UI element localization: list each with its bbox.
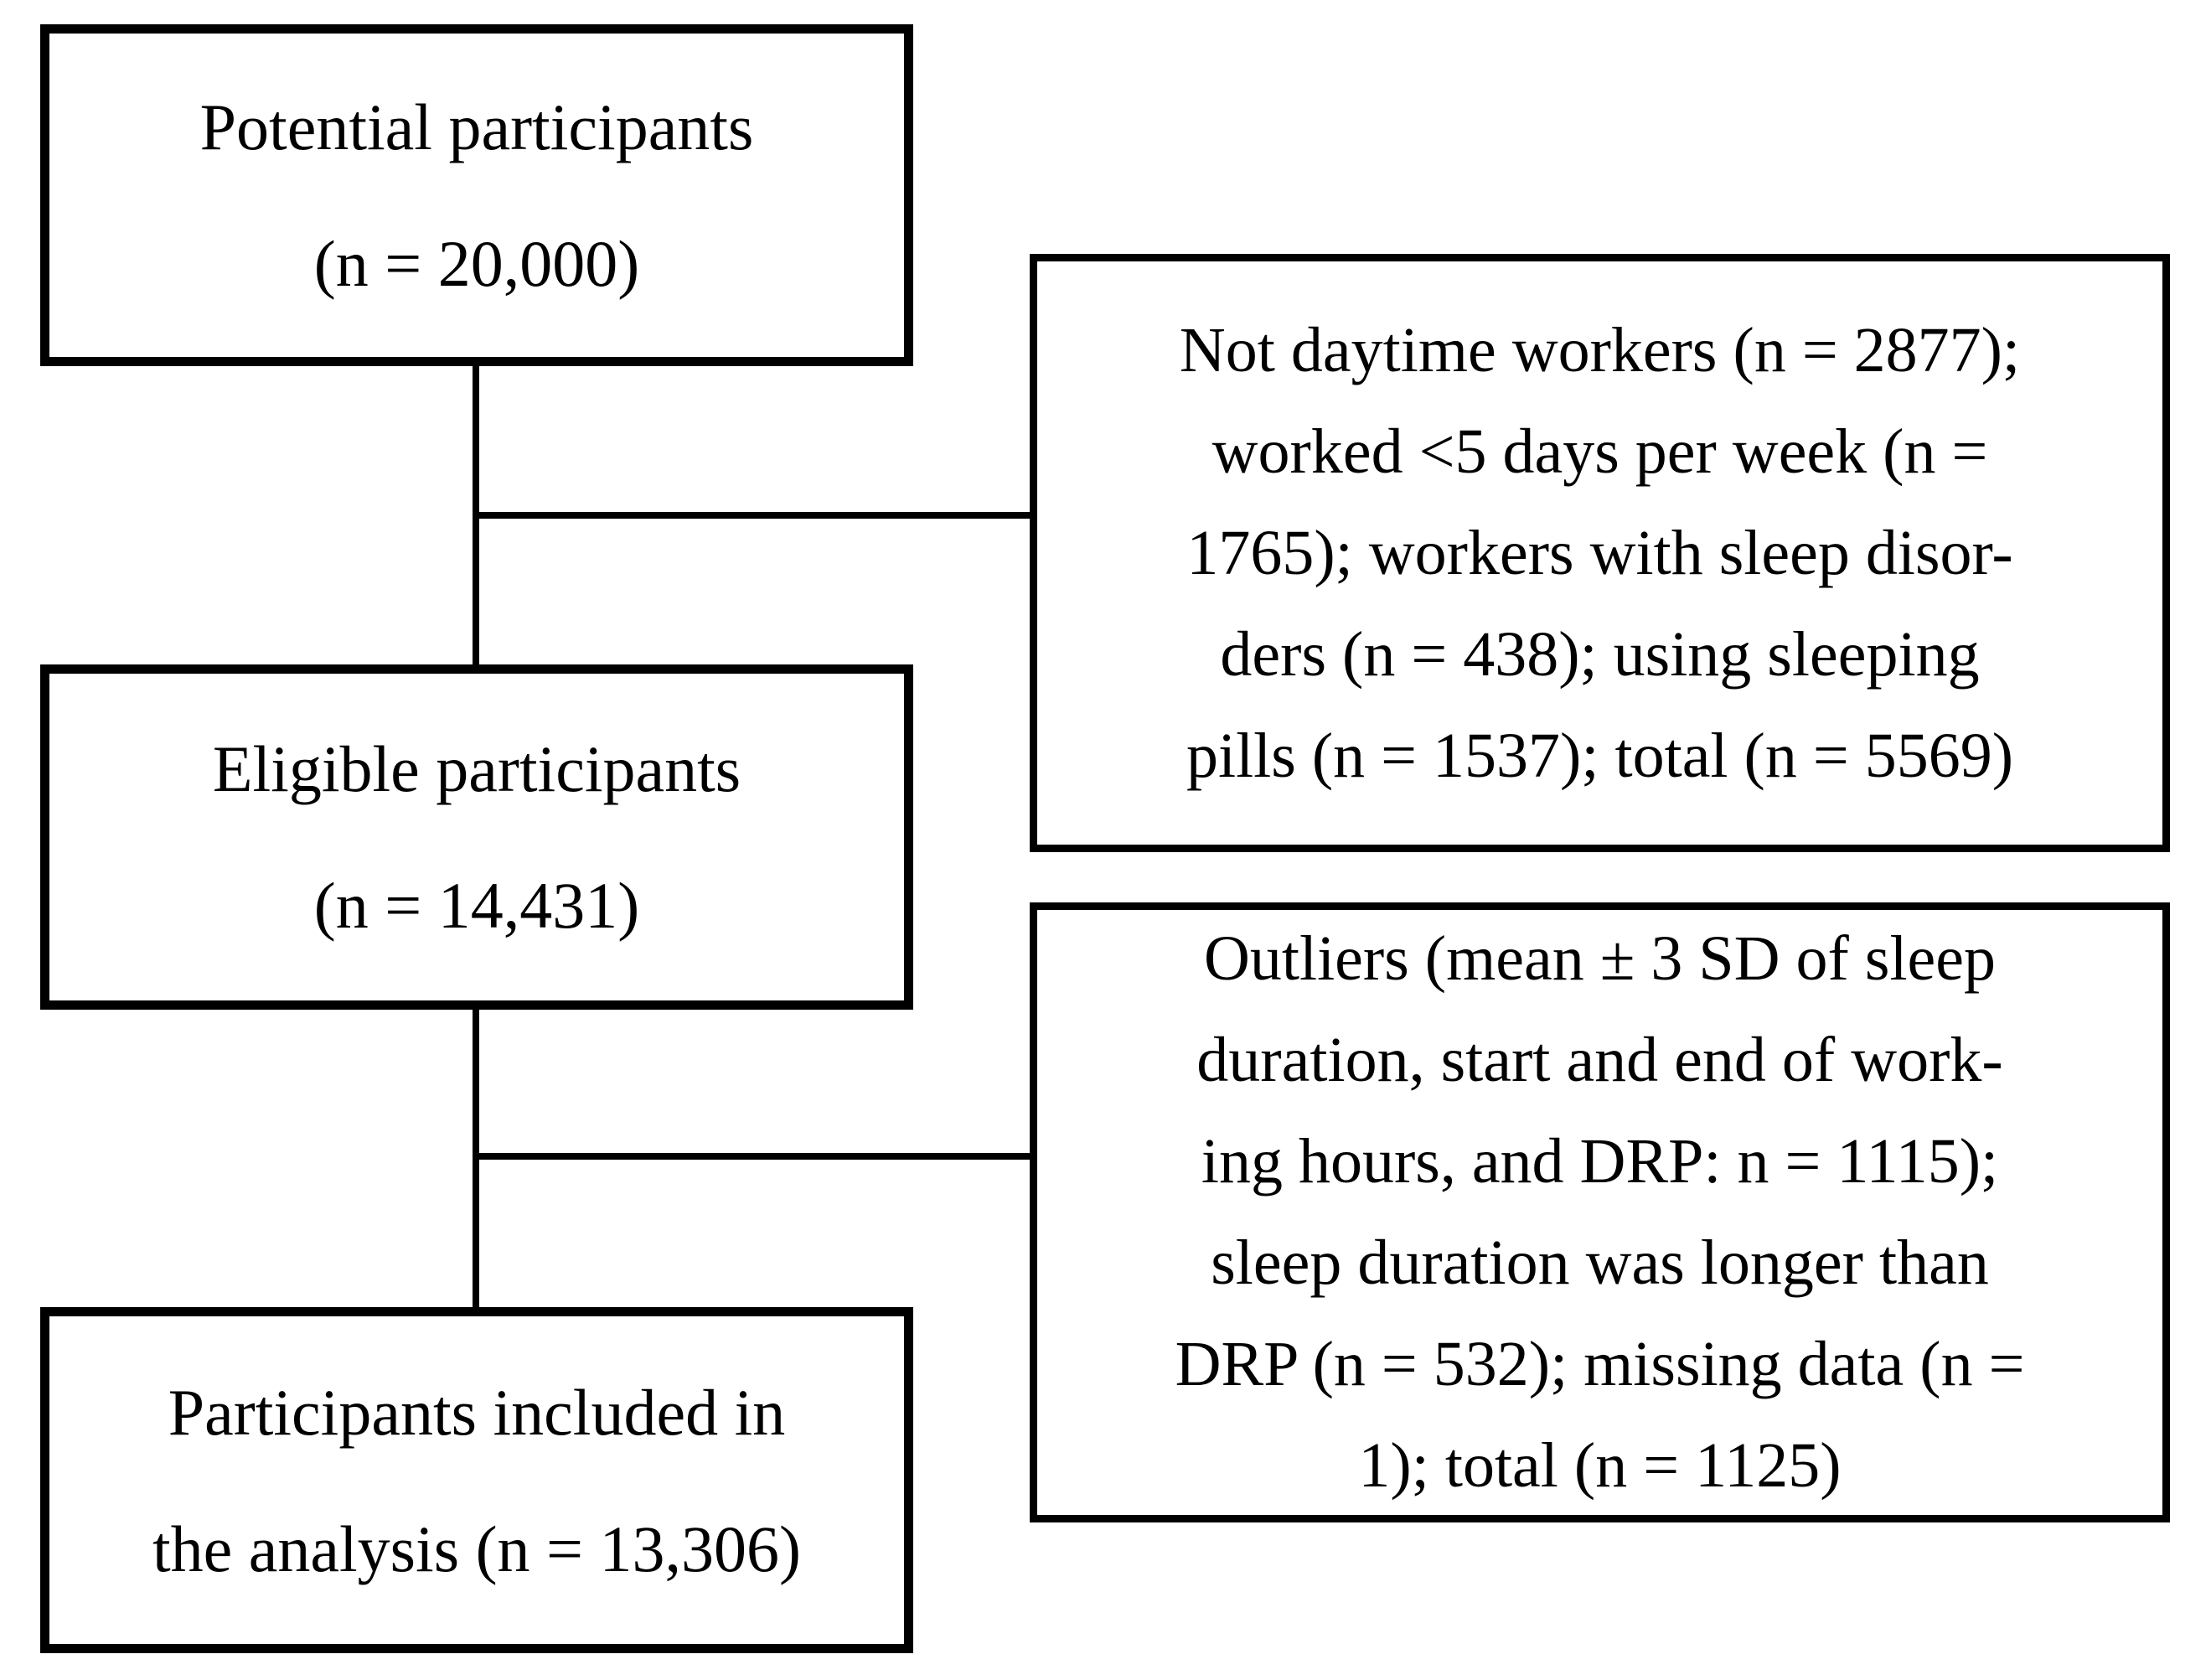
connector-line-eligible-to-included [473, 1010, 479, 1310]
box-exclusion-criteria-1: Not daytime workers (n = 2877); worked <… [1030, 254, 2170, 852]
branch-line-to-exclusion-1 [473, 512, 1030, 519]
box-text-line: the analysis (n = 13,306) [152, 1512, 802, 1585]
box-text-line: 1); total (n = 1125) [1358, 1430, 1842, 1501]
box-text-line: DRP (n = 532); missing data (n = [1175, 1329, 2025, 1399]
box-text-line: (n = 20,000) [313, 227, 640, 300]
box-exclusion-criteria-2: Outliers (mean ± 3 SD of sleep duration,… [1030, 902, 2170, 1522]
box-text-line: 1765); workers with sleep disor- [1186, 517, 2013, 588]
box-text-line: Participants included in [168, 1375, 786, 1449]
box-text-line: ders (n = 438); using sleeping [1220, 618, 1980, 690]
box-text-line: Not daytime workers (n = 2877); [1179, 314, 2021, 385]
box-text-line: duration, start and end of work- [1196, 1025, 2003, 1095]
box-eligible-participants: Eligible participants (n = 14,431) [40, 664, 913, 1010]
box-text-line: pills (n = 1537); total (n = 5569) [1186, 720, 2014, 791]
box-text-line: Potential participants [199, 90, 754, 163]
box-text-line: Outliers (mean ± 3 SD of sleep [1203, 923, 1997, 994]
box-potential-participants: Potential participants (n = 20,000) [40, 24, 913, 366]
box-text-line: (n = 14,431) [313, 869, 640, 942]
branch-line-to-exclusion-2 [473, 1153, 1030, 1160]
box-text-line: Eligible participants [212, 732, 741, 805]
box-text-line: ing hours, and DRP: n = 1115); [1201, 1126, 1999, 1197]
box-text-line: sleep duration was longer than [1211, 1228, 1989, 1298]
box-participants-included: Participants included in the analysis (n… [40, 1307, 913, 1653]
box-text-line: worked <5 days per week (n = [1211, 416, 1988, 487]
